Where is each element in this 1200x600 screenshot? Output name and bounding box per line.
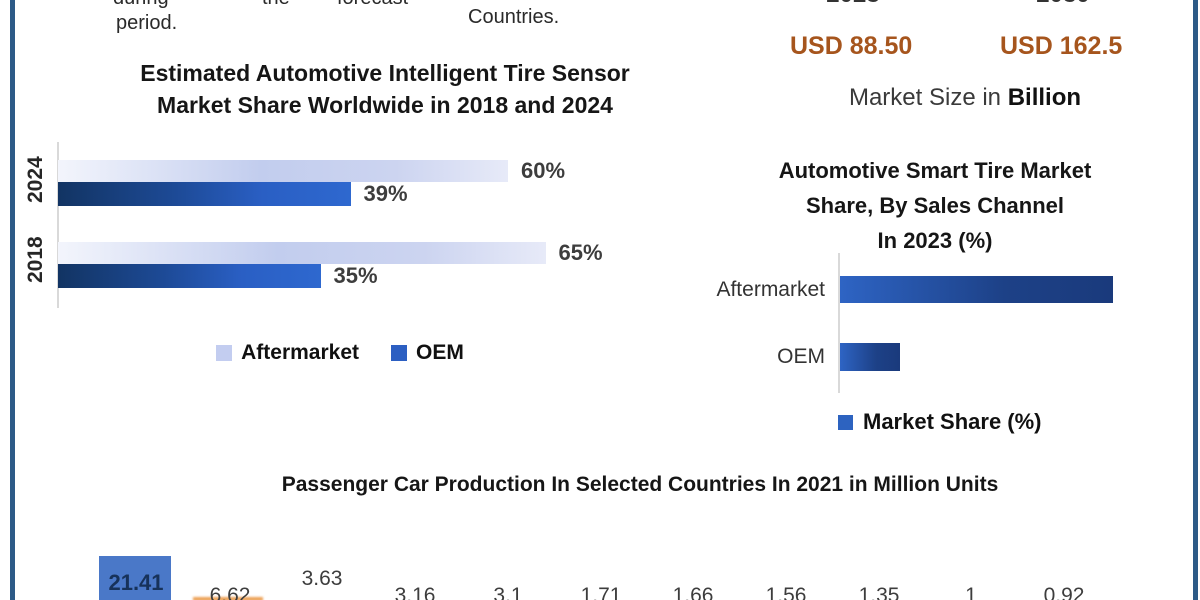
legend-oem-label: OEM (416, 341, 464, 364)
oem-channel-bar (840, 343, 900, 371)
cropped-word: during (113, 0, 169, 10)
aftermarket-swatch-icon (216, 345, 233, 361)
legend-market-share-label: Market Share (%) (863, 409, 1042, 434)
chart1-bar-row: 35% (58, 263, 378, 289)
chart3-value: 1.71 (580, 584, 622, 600)
chart1-title-line1: Estimated Automotive Intelligent Tire Se… (140, 60, 630, 86)
chart1-title: Estimated Automotive Intelligent Tire Se… (95, 57, 675, 121)
year-label-2030: 2030 (998, 0, 1128, 9)
chart1-category-2024: 2024 (24, 156, 47, 204)
year-label-2023: 2023 (788, 0, 918, 9)
legend-item-aftermarket: Aftermarket (216, 341, 359, 365)
aftermarket-2018-bar (58, 242, 546, 264)
countries-fragment: Countries. (468, 6, 560, 28)
chart1-title-line2: Market Share Worldwide in 2018 and 2024 (157, 92, 613, 118)
chart1-bar-row: 65% (58, 240, 603, 266)
aftermarket-channel-bar (840, 276, 1114, 303)
oem-2018-bar (58, 264, 321, 288)
chart3-value: 3.1 (493, 584, 523, 600)
oem-2024-bar (58, 182, 351, 206)
cropped-word: the (262, 0, 290, 10)
market-share-swatch-icon (838, 414, 853, 430)
chart3-value: 1 (965, 584, 977, 600)
chart3-value: 1.56 (765, 584, 807, 600)
chart3-value: 3.16 (394, 584, 436, 600)
caption-regular: Market Size in (848, 84, 1008, 111)
chart2-title-line1: Automotive Smart Tire Market (778, 158, 1092, 183)
market-size-caption: Market Size in Billion (815, 84, 1115, 112)
chart2-category-aftermarket: Aftermarket (716, 277, 825, 301)
chart2-bar-row: OEM (695, 343, 900, 371)
aftermarket-2024-value: 60% (521, 158, 566, 183)
chart3-value: 0.92 (1043, 584, 1085, 600)
second-production-bar (193, 597, 263, 600)
oem-swatch-icon (391, 345, 408, 361)
chart2-y-axis (838, 253, 840, 393)
chart1-category-2018: 2018 (24, 236, 47, 284)
chart2-title-line2: Share, By Sales Channel (806, 193, 1064, 218)
chart1-bar-row: 39% (58, 181, 408, 207)
page-left-border (10, 0, 15, 600)
aftermarket-2018-value: 65% (558, 240, 603, 265)
chart1-y-axis (57, 142, 59, 308)
oem-2018-value: 35% (333, 263, 378, 288)
chart2-title-line3: In 2023 (%) (877, 228, 993, 253)
cropped-paragraph-text: period. (116, 12, 178, 34)
page-right-border (1193, 0, 1198, 600)
chart3-value: 1.66 (672, 584, 714, 600)
chart3-value: 1.35 (858, 584, 900, 600)
chart3-value: 3.63 (301, 567, 343, 590)
caption-bold: Billion (1007, 84, 1082, 111)
legend-aftermarket-label: Aftermarket (241, 341, 360, 364)
cropped-word: forecast (337, 0, 408, 10)
china-production-bar (99, 556, 171, 600)
aftermarket-2024-bar (58, 160, 508, 182)
oem-2024-value: 39% (363, 181, 408, 206)
chart3-title: Passenger Car Production In Selected Cou… (281, 473, 999, 496)
chart1-bar-row: 60% (58, 158, 565, 184)
market-size-value-2030: USD 162.5 (1000, 32, 1123, 60)
chart3-value: 21.41 (108, 570, 164, 595)
chart2-category-oem: OEM (777, 345, 825, 368)
legend-item-oem: OEM (391, 341, 464, 365)
chart1-legend: Aftermarket OEM (150, 341, 530, 365)
chart3-value: 6.62 (209, 584, 251, 600)
chart2-title: Automotive Smart Tire Market Share, By S… (735, 153, 1135, 258)
market-size-value-2023: USD 88.50 (790, 32, 913, 60)
chart2-bar-row: Aftermarket (695, 276, 1114, 303)
chart2-legend: Market Share (%) (838, 409, 1042, 435)
